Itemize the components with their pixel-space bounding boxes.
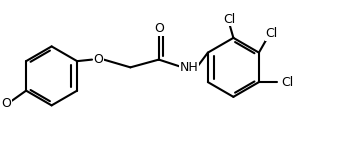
Text: Cl: Cl bbox=[224, 13, 236, 26]
Text: Cl: Cl bbox=[265, 27, 277, 40]
Text: NH: NH bbox=[180, 61, 198, 74]
Text: O: O bbox=[1, 97, 12, 109]
Text: O: O bbox=[93, 53, 104, 66]
Text: Cl: Cl bbox=[281, 76, 294, 89]
Text: O: O bbox=[154, 22, 164, 35]
